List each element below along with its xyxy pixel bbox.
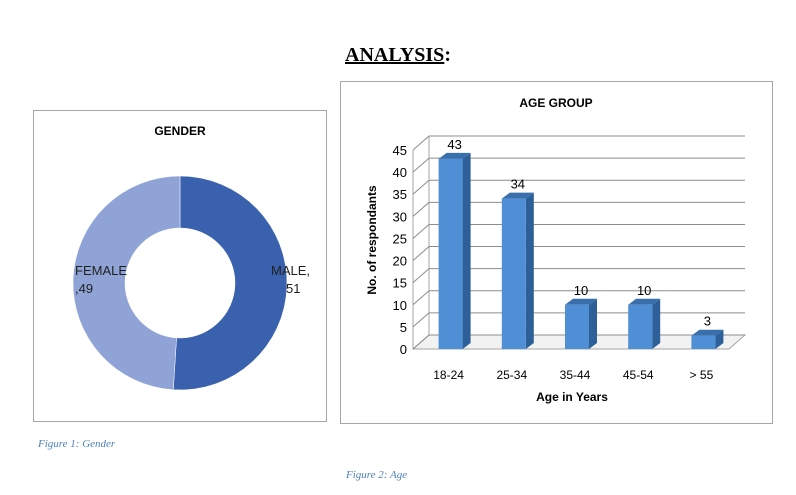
gridline (412, 179, 745, 195)
data-label: 10 (574, 283, 588, 298)
bar-35-44 (565, 298, 597, 349)
x-tick-label: 25-34 (496, 368, 527, 382)
donut-label-female: FEMALE ,49 (75, 263, 127, 296)
donut-slice-female (72, 175, 181, 391)
donut-slice-male (173, 175, 288, 391)
heading-colon: : (444, 44, 451, 66)
donut-label-male: MALE, 51 (271, 263, 310, 296)
bar-top (438, 152, 471, 159)
page-heading: ANALYSIS: (0, 44, 796, 67)
x-tick-label: 18-24 (433, 368, 464, 382)
gender-chart-panel: GENDER MALE, 51 FEMALE ,49 (33, 110, 327, 422)
bar-top (691, 329, 724, 336)
data-label: 34 (511, 177, 525, 192)
y-tick-label: 15 (393, 276, 407, 291)
y-tick-label: 40 (393, 165, 407, 180)
y-tick-label: 45 (393, 143, 407, 158)
data-label: 3 (704, 314, 711, 329)
bar-front (501, 198, 526, 349)
bar-top (501, 192, 534, 199)
bar-front (438, 158, 463, 349)
age-x-axis-label: Age in Years (536, 390, 608, 404)
age-y-axis-label: No. of respondants (365, 185, 379, 295)
bar-top (565, 298, 597, 305)
y-tick-label: 35 (393, 187, 407, 202)
bar-side (652, 298, 661, 349)
heading-text: ANALYSIS (345, 44, 445, 66)
gridline (412, 290, 745, 306)
gender-donut-chart: GENDER MALE, 51 FEMALE ,49 (72, 124, 310, 391)
bar-side (462, 152, 471, 349)
bar-45-54 (628, 298, 661, 349)
x-tick-label: 45-54 (623, 368, 654, 382)
bar-18-24 (438, 152, 471, 349)
figure-2-caption: Figure 2: Age (346, 469, 408, 481)
figure-1-caption: Figure 1: Gender (38, 438, 116, 450)
age-chart-panel: AGE GROUP 0 5 10 15 20 25 30 35 40 45 43 34 10 10 3 1… (340, 81, 773, 424)
y-tick-label: 20 (393, 254, 407, 269)
age-bar-chart: AGE GROUP 0 5 10 15 20 25 30 35 40 45 43 34 10 10 3 1… (365, 96, 747, 404)
data-label: 10 (637, 283, 651, 298)
bar-side (589, 298, 597, 349)
gridline (412, 223, 745, 239)
data-label: 43 (447, 137, 461, 152)
bar-side (715, 329, 724, 349)
bar-> 55 (691, 329, 724, 349)
x-tick-label: 35-44 (560, 368, 591, 382)
gridline (412, 201, 745, 217)
bar-top (628, 298, 661, 305)
gender-chart-title: GENDER (154, 124, 206, 138)
bar-side (525, 192, 534, 349)
age-chart-title: AGE GROUP (519, 96, 592, 110)
y-tick-label: 0 (400, 342, 407, 357)
y-tick-label: 25 (393, 231, 407, 246)
y-tick-label: 10 (393, 298, 407, 313)
gridline (412, 268, 745, 284)
x-tick-label: > 55 (690, 368, 714, 382)
bar-front (691, 335, 716, 349)
gridline (412, 135, 745, 151)
bar-25-34 (501, 192, 534, 349)
bar-front (565, 304, 589, 349)
gridline (412, 246, 745, 261)
bar-front (628, 304, 653, 349)
y-tick-label: 30 (393, 209, 407, 224)
gridline (412, 157, 745, 173)
y-tick-label: 5 (400, 320, 407, 335)
